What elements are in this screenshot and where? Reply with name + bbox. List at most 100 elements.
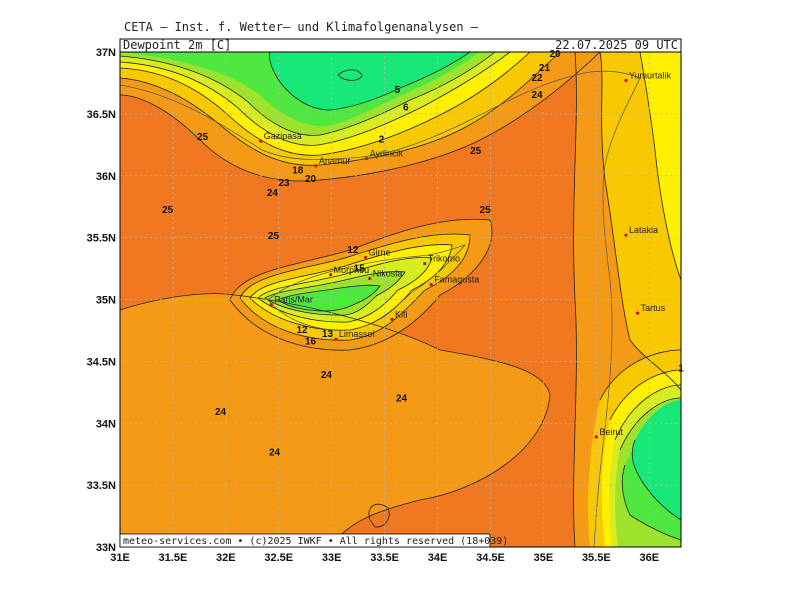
city-marker (390, 317, 394, 321)
contour-line (599, 52, 681, 391)
x-axis-ticks: 31E 31.5E 32E 32.5E 33E 33.5E 34E 34.5E 35E 35.5E… (110, 552, 659, 564)
contour-line (229, 218, 493, 351)
contour-line (277, 284, 381, 312)
contour-line (239, 233, 471, 341)
band-lt-2-north (269, 52, 470, 110)
city-label: Paris/Mar (274, 294, 313, 304)
y-tick-label: 34N (96, 418, 116, 430)
x-tick-label: 31E (110, 552, 130, 564)
band-lt-2-levant (632, 400, 681, 520)
contour-label: 25 (268, 231, 280, 242)
contour-label: 25 (480, 205, 492, 216)
map-field (120, 52, 681, 547)
contour-label: 24 (321, 370, 333, 381)
y-tick-label: 35N (96, 295, 116, 307)
grid (120, 52, 681, 547)
city-label: Limassol (339, 329, 375, 339)
contour-line (120, 293, 551, 547)
band-24-25-south (120, 293, 550, 547)
contour-line (631, 439, 681, 521)
contour-label: 20 (549, 49, 561, 60)
x-tick-label: 34E (428, 552, 448, 564)
contour-label: 25 (470, 146, 482, 157)
coastline (120, 70, 641, 160)
header-bar (119, 38, 682, 53)
footer-bar (119, 533, 491, 548)
y-tick-label: 37N (96, 47, 116, 59)
x-tick-label: 33.5E (370, 552, 399, 564)
city-marker (429, 283, 433, 287)
city-label: Nikosia (373, 268, 403, 278)
contour-line (120, 52, 511, 146)
city-marker (334, 337, 338, 341)
x-tick-label: 32.5E (264, 552, 293, 564)
contour-label: 21 (539, 63, 551, 74)
x-tick-label: 35.5E (582, 552, 611, 564)
x-tick-label: 35E (534, 552, 554, 564)
city-label: Morphou (334, 265, 370, 275)
contour-line (337, 69, 363, 81)
city-marker (363, 255, 368, 260)
coastline (593, 77, 641, 547)
contour-line (573, 52, 577, 547)
contour-label: 24 (267, 188, 279, 199)
y-tick-label: 34.5N (87, 356, 116, 368)
contour-label: 20 (305, 174, 317, 185)
parameter-label: Dewpoint 2m [C] (123, 38, 231, 52)
city-marker (636, 311, 640, 315)
city-marker (624, 233, 628, 237)
city-label: Beirut (599, 427, 623, 437)
main-title: CETA – Inst. f. Wetter– und Klimafolgena… (124, 20, 479, 34)
contour-label: 13 (322, 329, 334, 340)
contour-label: 22 (531, 73, 543, 84)
city-marker (329, 273, 333, 277)
contour-label: 1 (678, 364, 684, 375)
city-label: Yumurtalik (629, 70, 672, 80)
coastlines (120, 70, 641, 547)
contour-label: 12 (347, 245, 359, 256)
contour-label: 24 (531, 90, 543, 101)
x-tick-label: 34.5E (476, 552, 505, 564)
contour-label: 2 (379, 135, 385, 146)
x-tick-label: 32E (216, 552, 236, 564)
contour-label: 18 (292, 166, 304, 177)
y-tick-label: 36.5N (87, 109, 116, 121)
contour-line (614, 384, 681, 441)
y-tick-label: 33.5N (87, 480, 116, 492)
valid-time: 22.07.2025 09 UTC (555, 38, 678, 52)
contour-line (368, 503, 390, 528)
city-label: Anamur (319, 156, 351, 166)
x-tick-label: 33E (322, 552, 342, 564)
city-marker (259, 139, 263, 143)
x-tick-label: 36E (639, 552, 659, 564)
contour-line (639, 52, 681, 281)
city-label: Latakia (629, 225, 658, 235)
contour-line (269, 52, 471, 111)
y-tick-label: 36N (96, 171, 116, 183)
contour-label: 24 (215, 407, 227, 418)
contour-line (599, 349, 681, 401)
contour-label: 16 (305, 336, 317, 347)
city-label: Tartus (641, 303, 666, 313)
contour-line (120, 52, 561, 166)
contour-label: 25 (197, 132, 209, 143)
city-marker (368, 276, 372, 281)
y-tick-label: 33N (96, 542, 116, 554)
contour-label: 5 (395, 85, 401, 96)
contour-line (621, 464, 681, 541)
contour-line (619, 397, 681, 451)
contour-line (609, 369, 681, 421)
contour-line (120, 52, 531, 156)
contour-label: 15 (354, 263, 366, 274)
city-label: Trikomo (428, 254, 460, 264)
contour-line (257, 257, 433, 323)
contour-label: 23 (279, 178, 291, 189)
contour-line (264, 271, 406, 316)
band-18-22-coast (640, 52, 681, 280)
city-marker (624, 78, 628, 83)
band-2-6-cyprus (278, 285, 380, 311)
contour-line (120, 52, 601, 182)
y-tick-label: 35.5N (87, 233, 116, 245)
